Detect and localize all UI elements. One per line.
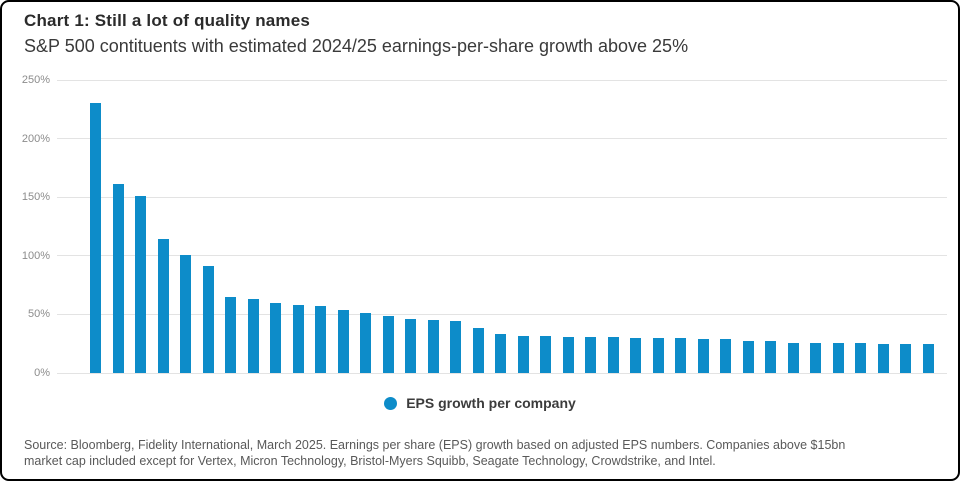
eps-growth-bar	[900, 343, 912, 373]
eps-growth-bar	[630, 337, 642, 373]
eps-growth-bar	[202, 266, 214, 373]
eps-growth-bar	[405, 319, 417, 373]
eps-growth-bar	[697, 339, 709, 373]
eps-growth-bar	[607, 336, 619, 373]
legend-series-dot-icon	[384, 396, 398, 410]
legend-series-label: EPS growth per company	[406, 395, 576, 411]
eps-growth-bar	[360, 313, 372, 373]
eps-growth-bar	[562, 336, 574, 373]
eps-growth-bar	[922, 343, 934, 373]
chart-title: Chart 1: Still a lot of quality names	[24, 11, 311, 30]
eps-growth-bar	[495, 334, 507, 373]
eps-growth-bar	[180, 254, 192, 373]
eps-growth-bar	[337, 309, 349, 373]
eps-growth-bar	[225, 296, 237, 373]
y-axis-tick-label: 0%	[34, 367, 50, 379]
eps-growth-bar	[540, 335, 552, 373]
eps-growth-bar	[765, 341, 777, 373]
eps-growth-bar	[877, 343, 889, 373]
gridline	[57, 138, 947, 140]
eps-growth-bar	[855, 342, 867, 373]
y-axis-tick-label: 250%	[21, 74, 50, 86]
plot-area: 0% 50% 100% 150% 200% 250%	[22, 74, 947, 379]
eps-growth-bar	[292, 305, 304, 373]
eps-growth-bar	[832, 342, 844, 373]
eps-growth-bar	[472, 328, 484, 373]
eps-growth-bar	[315, 306, 327, 373]
gridline	[57, 372, 947, 374]
eps-growth-bar	[742, 341, 754, 373]
y-axis-tick-label: 50%	[27, 308, 50, 321]
y-axis-tick-label: 150%	[21, 191, 50, 204]
y-axis-tick-label: 100%	[21, 249, 50, 262]
legend: EPS growth per company	[2, 395, 958, 411]
eps-growth-bar	[382, 315, 394, 373]
eps-growth-bar	[157, 239, 169, 373]
gridline	[57, 196, 947, 198]
source-note: Source: Bloomberg, Fidelity Internationa…	[24, 437, 944, 470]
eps-growth-bar	[585, 336, 597, 373]
eps-growth-bar	[135, 196, 147, 373]
eps-growth-bar	[450, 321, 462, 373]
eps-growth-bar	[720, 339, 732, 373]
gridline	[57, 79, 947, 81]
eps-growth-bar	[247, 299, 259, 373]
eps-growth-bar	[675, 337, 687, 373]
gridline	[57, 313, 947, 315]
source-note-line1: Source: Bloomberg, Fidelity Internationa…	[24, 438, 846, 452]
eps-growth-bar	[90, 103, 101, 373]
eps-growth-bar	[787, 342, 799, 373]
chart-subtitle: S&P 500 contituents with estimated 2024/…	[24, 36, 689, 56]
eps-growth-bar	[427, 320, 439, 373]
eps-growth-bar	[810, 342, 822, 373]
source-note-line2: market cap included except for Vertex, M…	[24, 454, 716, 469]
gridline	[57, 255, 947, 257]
eps-growth-bar	[652, 337, 664, 373]
eps-growth-bar	[112, 184, 124, 373]
eps-growth-bar	[270, 302, 282, 373]
eps-growth-bar	[517, 335, 529, 373]
y-axis-tick-label: 200%	[21, 132, 50, 145]
